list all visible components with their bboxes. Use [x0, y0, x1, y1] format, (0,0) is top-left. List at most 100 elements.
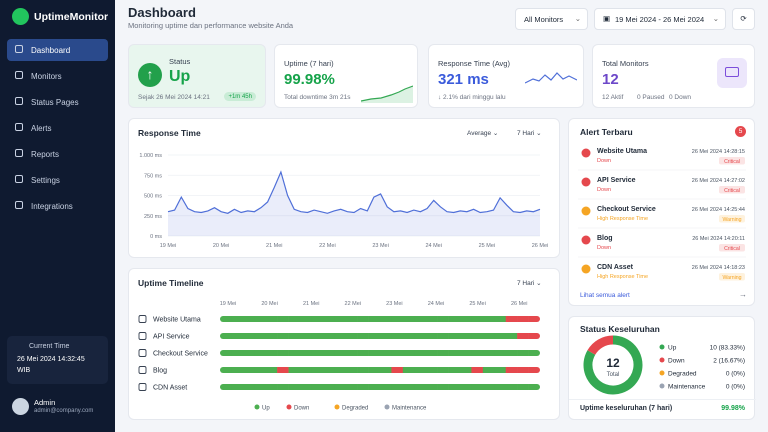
timeline-slot — [528, 384, 540, 390]
severity-badge — [719, 215, 745, 223]
timeline-slot — [277, 333, 289, 339]
refresh-button[interactable]: ⟳ — [732, 8, 755, 30]
alerts-arrow[interactable]: → — [739, 290, 747, 299]
status-label: Status — [169, 57, 191, 66]
user-name: Admin — [34, 398, 56, 407]
legend-dot — [659, 370, 665, 376]
alert-type: High Response Time — [597, 274, 648, 280]
aggregate-select[interactable]: Average ⌄ — [467, 130, 499, 137]
alerts-link[interactable]: Lihat semua alert — [580, 292, 630, 299]
severity-badge — [719, 244, 745, 252]
nav-item[interactable]: Reports — [7, 143, 108, 165]
timeline-title: Uptime Timeline — [138, 278, 204, 288]
nav-label: Monitors — [31, 72, 62, 81]
legend-dot — [659, 357, 665, 363]
alert-type: High Response Time — [597, 216, 648, 222]
timeline-slot — [391, 367, 404, 373]
time-value: 26 Mei 2024 14:32:45 — [17, 356, 85, 363]
timeline-slot — [437, 367, 449, 373]
timeline-slot — [471, 367, 484, 373]
alert-type: Down — [597, 187, 611, 193]
alert-icon — [581, 177, 591, 187]
timeline-slot — [357, 350, 369, 356]
timeline-slot — [402, 384, 415, 390]
alert-name: Checkout Service — [597, 206, 656, 213]
row-icon — [138, 349, 147, 357]
nav-label: Reports — [31, 150, 60, 159]
nav-item[interactable]: Status Pages — [7, 91, 108, 113]
timeline-slot — [368, 350, 381, 356]
response-value: 321 ms — [438, 71, 489, 88]
monitors-icon — [717, 58, 747, 88]
x-tick-label: 26 Mei — [532, 243, 549, 249]
timeline-range[interactable]: 7 Hari ⌄ — [517, 280, 542, 287]
timeline-slot — [391, 350, 404, 356]
page-subtitle: Monitoring uptime dan performance websit… — [128, 21, 294, 30]
timeline-slot — [357, 316, 369, 322]
timeline-slot — [220, 367, 232, 373]
timeline-bar — [220, 367, 540, 373]
timeline-slot — [505, 367, 518, 373]
timeline-range-text: 7 Hari — [517, 280, 535, 287]
nav-item[interactable]: Monitors — [7, 65, 108, 87]
nav-label: Dashboard — [31, 46, 71, 55]
timeline-slot — [517, 384, 529, 390]
row-icon — [138, 315, 147, 323]
timeline-slot — [231, 350, 244, 356]
status-card: ↑ Status Up Sejak 26 Mei 2024 14:21 +1m … — [128, 44, 266, 108]
timeline-slot — [254, 316, 267, 322]
x-tick-label: 20 Mei — [213, 243, 230, 249]
date-range[interactable]: ▣ 19 Mei 2024 - 26 Mei 2024 ⌄ — [594, 8, 726, 30]
timeline-slot — [345, 350, 358, 356]
uptime-value: 99.98% — [284, 71, 335, 88]
timeline-slot — [265, 316, 278, 322]
timeline-slot — [460, 333, 472, 339]
current-time: Current Time 26 Mei 2024 14:32:45 WIB — [7, 336, 108, 384]
timeline-slot — [288, 384, 301, 390]
nav-item[interactable]: Dashboard — [7, 39, 108, 61]
status-value: Up — [169, 68, 191, 85]
severity-label: Warning — [722, 275, 741, 281]
timeline-slot — [242, 333, 255, 339]
status-since: Sejak 26 Mei 2024 14:21 — [138, 94, 210, 101]
timeline-slot — [288, 316, 301, 322]
nav-item[interactable]: Settings — [7, 169, 108, 191]
timeline-slot — [460, 350, 472, 356]
x-tick-label: 22 Mei — [319, 243, 336, 249]
alert-name: Website Utama — [597, 148, 647, 155]
timeline-slot — [505, 384, 518, 390]
timeline-slot — [425, 384, 438, 390]
timeline-slot — [242, 350, 255, 356]
row-name: Checkout Service — [153, 351, 208, 358]
range-select[interactable]: 7 Hari ⌄ — [517, 130, 542, 137]
avatar[interactable] — [12, 398, 29, 415]
line-area — [168, 172, 540, 236]
alert-icon — [581, 148, 591, 158]
severity-label: Critical — [724, 188, 740, 194]
response-sub: ↓ 2.1% dari minggu lalu — [438, 94, 506, 101]
nav-item[interactable]: Alerts — [7, 117, 108, 139]
timeline-slot — [300, 316, 312, 322]
timeline-slot — [322, 384, 335, 390]
timeline-slot — [448, 333, 461, 339]
overall-footer-value: 99.98% — [721, 405, 745, 412]
timeline-slot — [460, 316, 472, 322]
overall-title: Status Keseluruhan — [580, 324, 660, 334]
severity-badge — [719, 186, 745, 194]
y-tick-label: 0 ms — [150, 234, 162, 240]
alert-type: Down — [597, 158, 611, 164]
nav-icon — [15, 123, 23, 131]
severity-badge — [719, 273, 745, 281]
legend-name: Up — [668, 344, 677, 351]
timeline-slot — [277, 316, 289, 322]
alert-time: 26 Mei 2024 14:25:44 — [692, 207, 745, 213]
timeline-slot — [368, 333, 381, 339]
nav-item[interactable]: Integrations — [7, 195, 108, 217]
y-tick-label: 250 ms — [144, 214, 162, 220]
monitor-filter[interactable]: All Monitors ⌄ — [515, 8, 588, 30]
timeline-slot — [368, 384, 381, 390]
timeline-slot — [345, 384, 358, 390]
timeline-slot — [334, 384, 347, 390]
